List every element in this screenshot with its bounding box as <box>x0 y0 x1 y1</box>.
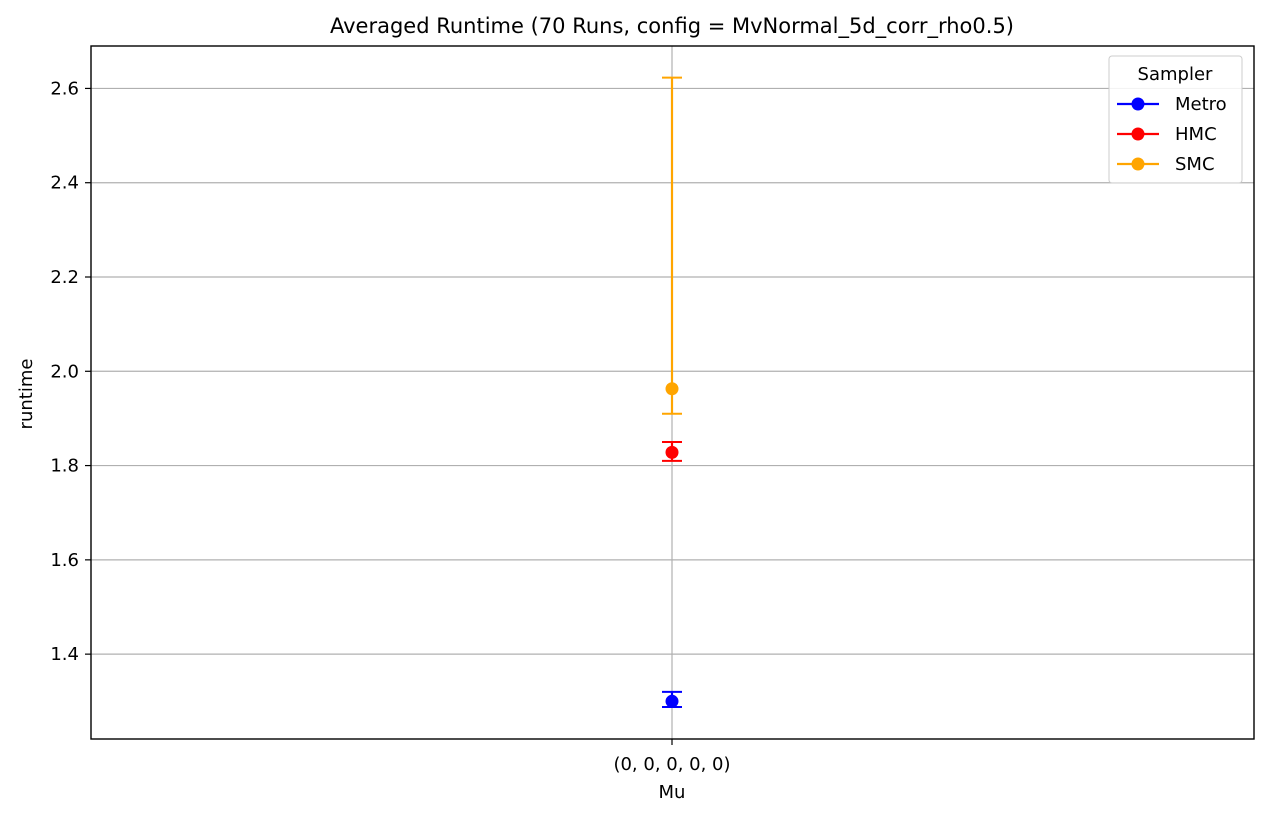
y-axis-label: runtime <box>16 359 37 430</box>
legend-marker-metro <box>1131 97 1145 111</box>
legend-box <box>1108 55 1243 184</box>
hmc-point <box>665 445 679 459</box>
chart-title: Averaged Runtime (70 Runs, config = MvNo… <box>330 14 1014 39</box>
legend-label-smc: SMC <box>1175 154 1215 175</box>
y-tick-label: 1.6 <box>50 550 79 571</box>
metro-point <box>665 694 679 708</box>
legend-label-hmc: HMC <box>1175 124 1217 145</box>
legend-marker-hmc <box>1131 127 1145 141</box>
x-tick-label: (0, 0, 0, 0, 0) <box>613 754 730 775</box>
x-axis-label: Mu <box>659 782 686 803</box>
legend-marker-smc <box>1131 157 1145 171</box>
y-tick-label: 2.0 <box>50 361 79 382</box>
y-tick-label: 2.4 <box>50 173 79 194</box>
y-tick-label: 1.8 <box>50 456 79 477</box>
y-tick-label: 1.4 <box>50 644 79 665</box>
y-tick-label: 2.6 <box>50 78 79 99</box>
legend-label-metro: Metro <box>1175 94 1227 115</box>
legend-title: Sampler <box>1138 64 1213 85</box>
plot-frame <box>90 45 1255 740</box>
plot-area: 1.4 1.6 1.8 2.0 2.2 2.4 2.6 (0, 0, 0, 0, 0) Samp… <box>50 45 1255 775</box>
legend: Sampler Metro HMC SMC <box>1108 55 1243 184</box>
smc-point <box>665 382 679 396</box>
y-tick-label: 2.2 <box>50 267 79 288</box>
